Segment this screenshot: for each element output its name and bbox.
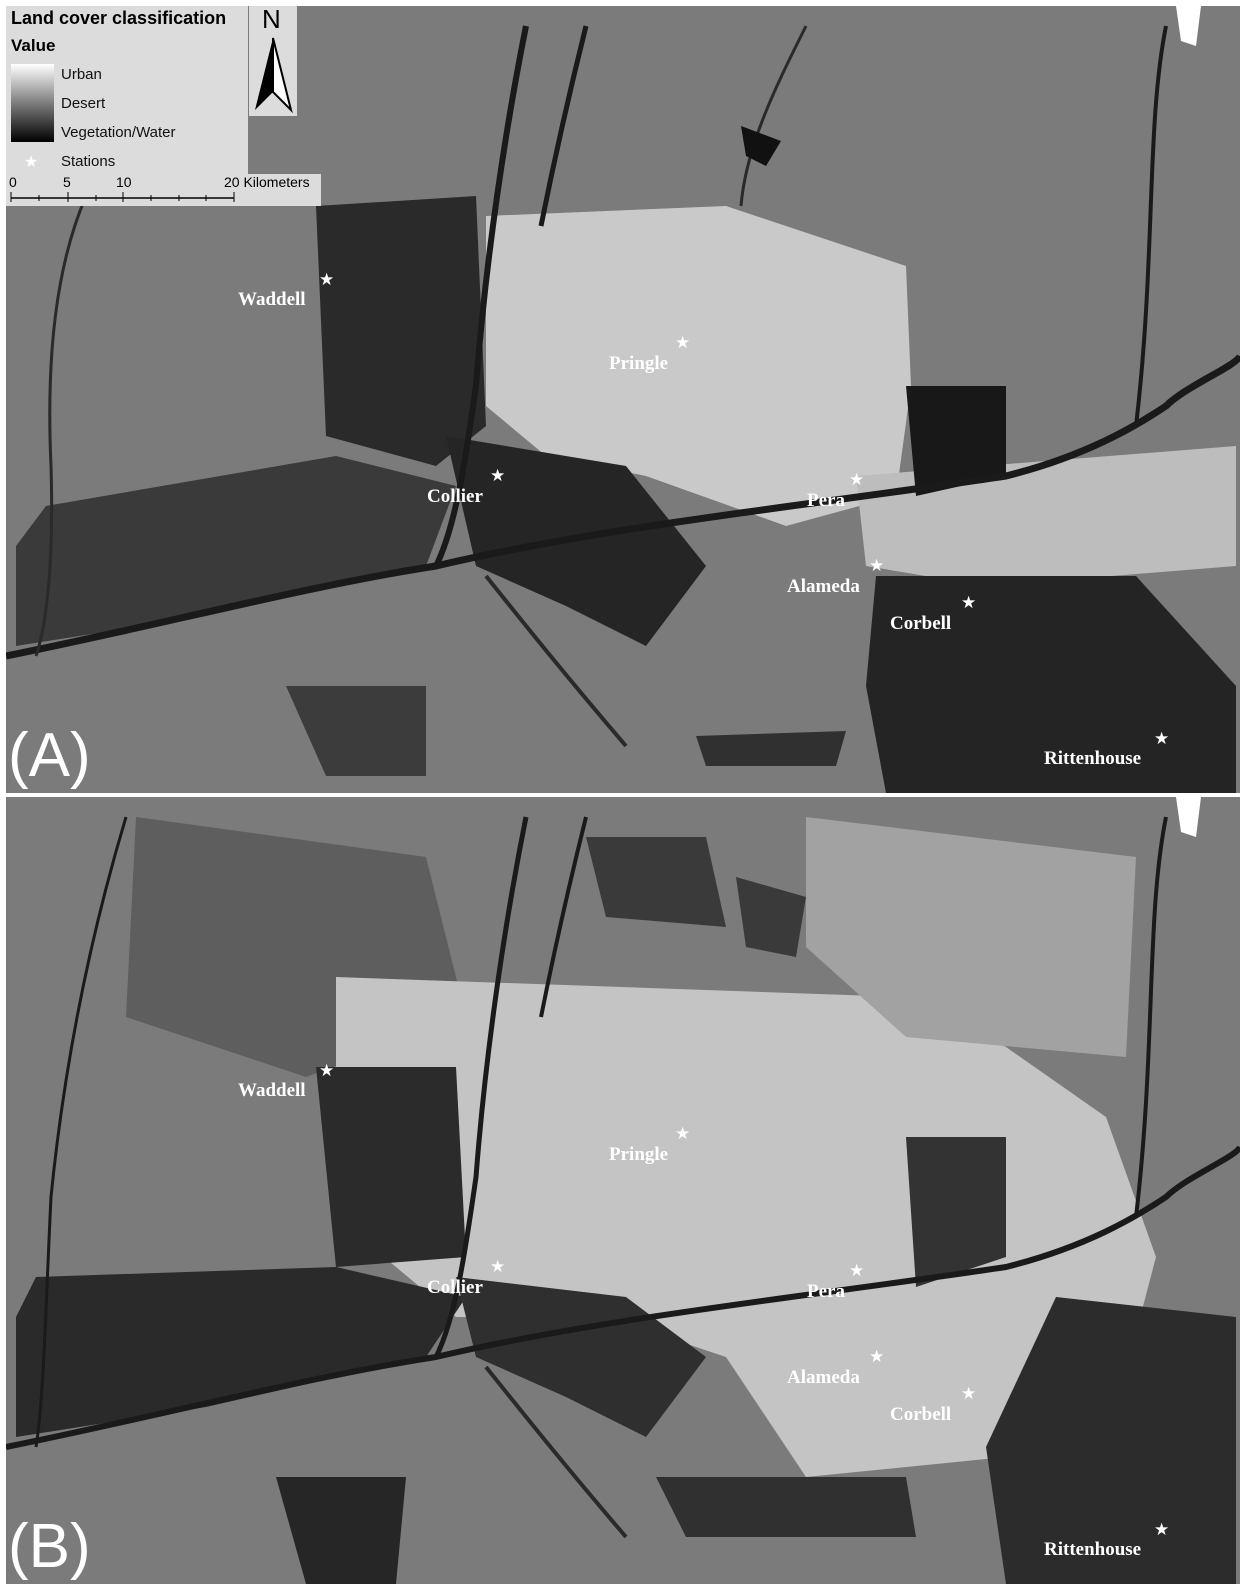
north-label: N <box>262 6 281 34</box>
land-cover-map-a <box>6 6 1240 793</box>
legend-value-label: Value <box>11 36 56 55</box>
station-label-corbell: Corbell <box>890 1404 952 1425</box>
station-marker-collier: ★ <box>490 1257 506 1277</box>
station-marker-collier: ★ <box>490 466 506 486</box>
legend-class-urban: Urban <box>61 66 102 83</box>
north-arrow: N <box>249 6 297 116</box>
station-label-alameda: Alameda <box>787 1367 860 1388</box>
station-marker-pera: ★ <box>849 470 865 490</box>
station-label-corbell: Corbell <box>890 613 952 634</box>
station-marker-corbell: ★ <box>961 593 977 613</box>
station-label-rittenhouse: Rittenhouse <box>1044 1539 1142 1560</box>
map-panel-a: Land cover classification Value Urban De… <box>6 6 1240 793</box>
station-label-pringle: Pringle <box>609 1144 669 1165</box>
station-marker-waddell: ★ <box>319 1061 335 1081</box>
station-marker-alameda: ★ <box>869 1347 885 1367</box>
station-label-pera: Pera <box>807 1281 845 1302</box>
legend-title: Land cover classification <box>11 8 227 28</box>
panel-label-b: (B) <box>8 1512 91 1581</box>
station-marker-alameda: ★ <box>869 556 885 576</box>
station-marker-pringle: ★ <box>675 1124 691 1144</box>
station-marker-pringle: ★ <box>675 333 691 353</box>
station-star-icon: ★ <box>24 154 39 171</box>
station-marker-corbell: ★ <box>961 1384 977 1404</box>
scale-tick-5: 5 <box>63 174 71 190</box>
scale-bar: 0 5 10 20 Kilometers <box>6 174 321 206</box>
legend-stations-label: Stations <box>61 153 116 170</box>
panel-label-a: (A) <box>8 721 91 790</box>
station-label-waddell: Waddell <box>238 289 306 310</box>
land-cover-map-b <box>6 797 1240 1584</box>
station-label-pera: Pera <box>807 490 845 511</box>
station-label-alameda: Alameda <box>787 576 860 597</box>
legend-color-ramp <box>11 64 54 142</box>
station-label-collier: Collier <box>427 1277 483 1298</box>
station-marker-pera: ★ <box>849 1261 865 1281</box>
legend-class-vegetation-water: Vegetation/Water <box>61 124 176 141</box>
scale-tick-20: 20 Kilometers <box>224 174 310 190</box>
station-label-collier: Collier <box>427 486 483 507</box>
scale-bar-graphic <box>10 192 235 202</box>
station-marker-waddell: ★ <box>319 270 335 290</box>
station-marker-rittenhouse: ★ <box>1154 1520 1170 1540</box>
north-arrow-icon <box>255 37 293 114</box>
scale-tick-0: 0 <box>9 174 17 190</box>
station-marker-rittenhouse: ★ <box>1154 729 1170 749</box>
map-panel-b: ★ Waddell ★ Pringle ★ Collier ★ Pera ★ A… <box>6 797 1240 1584</box>
legend-class-desert: Desert <box>61 95 106 112</box>
scale-tick-10: 10 <box>116 174 132 190</box>
station-label-waddell: Waddell <box>238 1080 306 1101</box>
station-label-pringle: Pringle <box>609 353 669 374</box>
station-label-rittenhouse: Rittenhouse <box>1044 748 1142 769</box>
map-legend: Land cover classification Value Urban De… <box>6 6 248 174</box>
